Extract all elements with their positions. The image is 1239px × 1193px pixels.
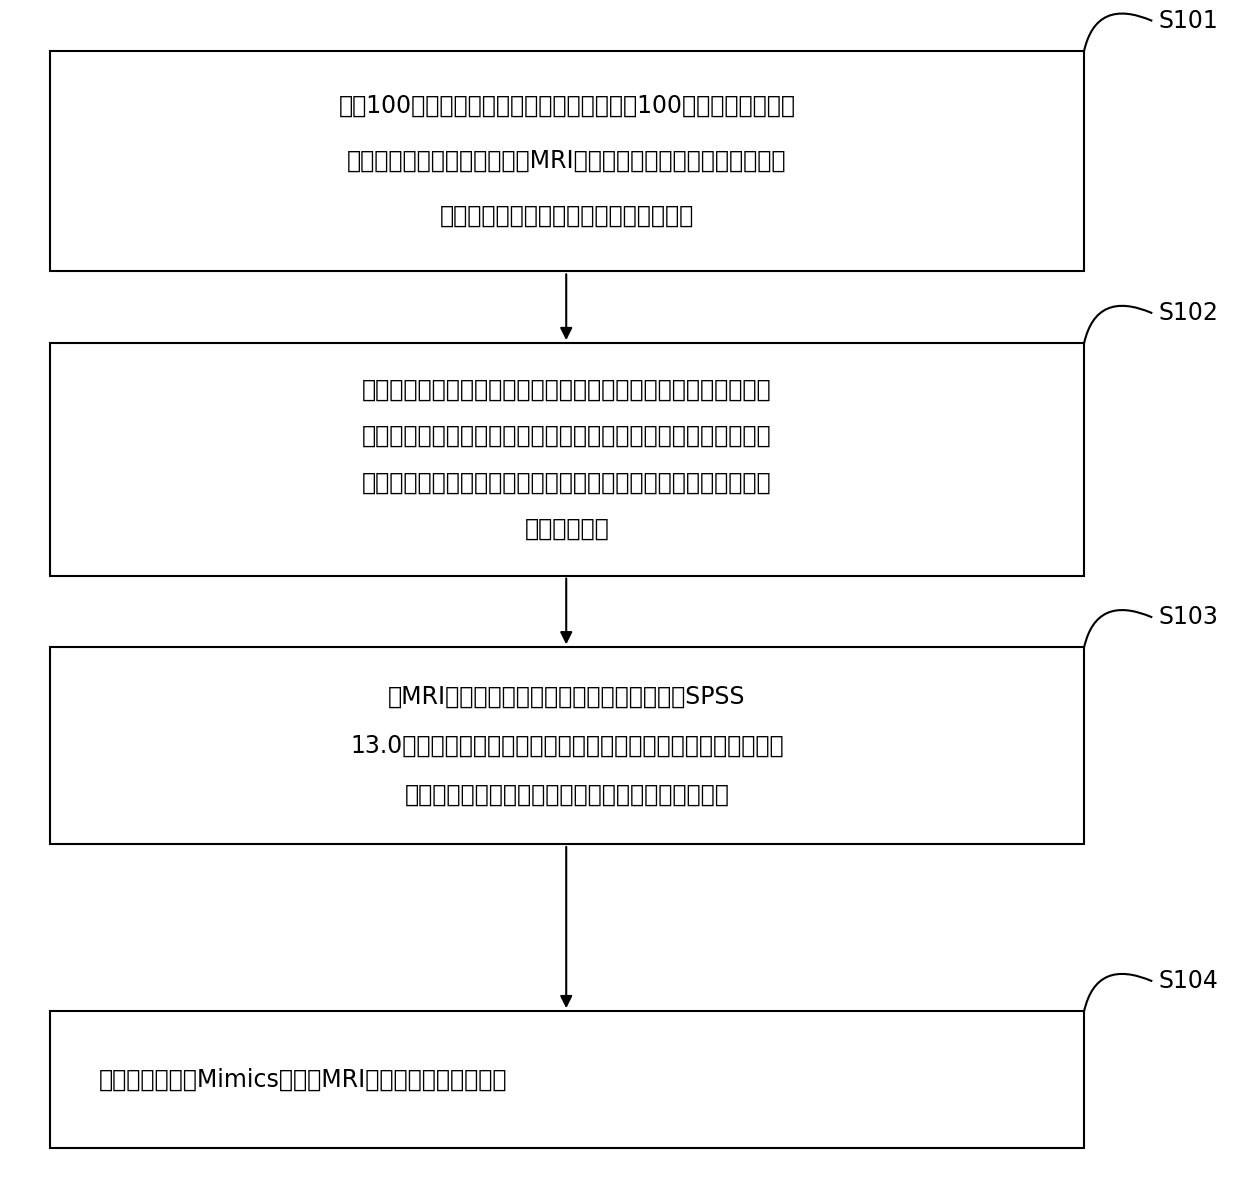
Text: 对比度，于水平位、冠状位、矢状位三个方位同时进行观察，运用: 对比度，于水平位、冠状位、矢状位三个方位同时进行观察，运用 (362, 424, 772, 449)
Text: 对MRI测量的人脑纹状体与海马结构数据运用SPSS: 对MRI测量的人脑纹状体与海马结构数据运用SPSS (388, 685, 746, 709)
Text: 体积进行测量: 体积进行测量 (524, 517, 610, 542)
Bar (50, 1012, 1084, 1148)
Text: 将断层图像导入Mimics软件对MRI所得数据进行三维建模: 将断层图像导入Mimics软件对MRI所得数据进行三维建模 (99, 1068, 508, 1092)
Text: S104: S104 (1158, 969, 1218, 994)
Bar (50, 50, 1084, 272)
Text: 获得全脑的水平位高分辨率三维结构图像: 获得全脑的水平位高分辨率三维结构图像 (440, 204, 694, 228)
Text: S103: S103 (1158, 605, 1218, 630)
Text: 结构数据与疾病状态下的数据分别进行一一对照分析: 结构数据与疾病状态下的数据分别进行一一对照分析 (404, 783, 730, 806)
Text: S101: S101 (1158, 8, 1218, 33)
Text: 体视学方法定量分析法，对其纹状体与海马的相关解剖结构主要是: 体视学方法定量分析法，对其纹状体与海马的相关解剖结构主要是 (362, 470, 772, 495)
Text: 癫痫、阿尔茨海默病患者采用MRI系统的三维快速扰相梯度回波序列: 癫痫、阿尔茨海默病患者采用MRI系统的三维快速扰相梯度回波序列 (347, 149, 787, 173)
Text: 选取100例无明显神经精神疾患的健康成人和100例帕金森病、颞叶: 选取100例无明显神经精神疾患的健康成人和100例帕金森病、颞叶 (338, 94, 795, 118)
Text: S102: S102 (1158, 301, 1218, 326)
Text: 将所得到的图像在工作站上进行冠状面与矢状面重建，调节至最佳: 将所得到的图像在工作站上进行冠状面与矢状面重建，调节至最佳 (362, 377, 772, 402)
Bar (50, 344, 1084, 576)
Text: 13.0统计软件进行各自相关统计分析，并将正常人脑纹状体与海马: 13.0统计软件进行各自相关统计分析，并将正常人脑纹状体与海马 (351, 734, 783, 758)
Bar (50, 647, 1084, 845)
